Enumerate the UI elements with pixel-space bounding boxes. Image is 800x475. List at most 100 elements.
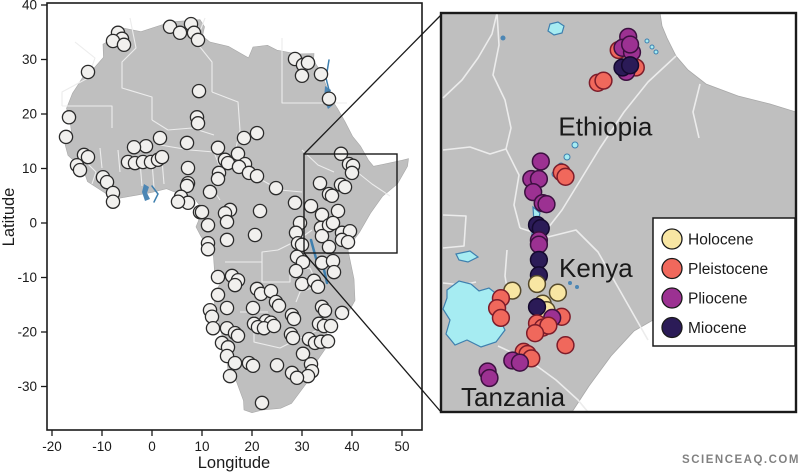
record-site-point: [254, 395, 270, 411]
country-border: [151, 119, 215, 136]
country-border: [492, 13, 512, 150]
country-border: [442, 13, 498, 99]
fossil-site-point-holocene: [527, 274, 547, 294]
inset-connector-line-top: [303, 14, 442, 155]
record-site-point: [190, 32, 206, 48]
record-site-point: [295, 346, 311, 362]
country-border: [505, 148, 521, 229]
record-site-point: [245, 300, 261, 316]
lake: [455, 250, 480, 263]
record-site-point: [61, 110, 77, 125]
record-site-point: [227, 277, 243, 293]
record-site-point: [303, 198, 319, 214]
record-site-point: [80, 64, 96, 80]
record-site-point: [287, 195, 303, 211]
record-site-point: [205, 320, 221, 336]
fossil-site-point-miocene: [527, 297, 547, 317]
country-border: [117, 149, 121, 173]
fossil-site-point-holocene: [548, 283, 568, 302]
x-tick-label: 0: [148, 439, 156, 454]
lake-dot: [653, 49, 659, 55]
lake-dot: [563, 153, 571, 161]
record-site-point: [326, 264, 342, 280]
x-axis-title: Longitude: [198, 454, 271, 472]
axis-ticks: -20 -10 0 10 20 30 40 50 40 30 20 10 0 -10 -20 -30: [17, 0, 409, 454]
legend-swatch-pleistocene: [661, 257, 683, 280]
lake: [442, 280, 506, 348]
y-tick-label: 10: [22, 161, 37, 176]
fossil-site-point-pliocene: [537, 195, 556, 214]
country-border: [301, 149, 335, 173]
fossil-site-point-pleistocene: [594, 71, 613, 90]
record-site-point: [230, 328, 246, 344]
record-site-point: [294, 276, 310, 292]
x-tick-label: 10: [194, 439, 209, 454]
record-site-point: [105, 194, 121, 209]
watermark: SCIENCEAQ.COM: [682, 454, 800, 466]
record-site-point: [321, 91, 337, 106]
lake-dot: [575, 285, 579, 289]
country-border: [442, 214, 467, 249]
lake-dot: [500, 35, 506, 41]
legend-swatch-miocene: [661, 316, 683, 339]
inset-map-layers: Ethiopia Kenya Tanzania: [441, 13, 796, 412]
record-site-point: [286, 311, 302, 327]
lake-dot: [568, 281, 572, 285]
y-axis-title: Latitude: [0, 188, 18, 247]
record-site-point: [210, 287, 226, 303]
record-site-point: [219, 300, 235, 316]
overview-map-frame: [46, 2, 423, 431]
record-site-point: [191, 83, 207, 99]
record-site-point: [247, 227, 263, 243]
record-site-point: [138, 138, 154, 154]
record-site-point: [222, 368, 238, 384]
record-site-point: [190, 116, 206, 131]
fossil-site-point-pliocene: [531, 152, 550, 171]
lake: [142, 184, 150, 201]
country-border: [692, 83, 701, 139]
record-site-point: [269, 357, 285, 373]
x-tick-label: 50: [394, 439, 409, 454]
lake-dot: [571, 141, 579, 149]
river: [151, 185, 159, 203]
record-site-point: [80, 149, 96, 165]
record-site-point: [116, 37, 132, 53]
country-border: [99, 147, 103, 169]
record-site-point: [249, 168, 265, 184]
record-site-point: [312, 175, 328, 191]
africa-overview-panel: -20 -10 0 10 20 30 40 50 40 30 20 10 0 -10 -20 -30 Long…: [0, 0, 423, 472]
legend-label-pleistocene: Pleistocene: [688, 261, 768, 278]
x-tick-label: -10: [92, 439, 112, 454]
record-site-point: [300, 55, 316, 71]
inset-map-panel: Ethiopia Kenya Tanzania Holocene Pleistocen…: [439, 11, 798, 414]
country-border: [547, 55, 677, 229]
record-site-point: [200, 217, 216, 233]
record-site-point: [179, 178, 195, 194]
country-border: [121, 17, 153, 120]
record-site-point: [180, 160, 196, 176]
legend-label-miocene: Miocene: [688, 320, 747, 337]
record-site-point: [99, 174, 115, 190]
record-site-point: [249, 125, 265, 141]
record-site-point: [337, 179, 353, 195]
record-site-point: [324, 188, 340, 204]
fossil-site-point-pliocene: [620, 35, 640, 54]
record-site-point: [200, 241, 216, 257]
inset-map-frame: [439, 11, 798, 414]
legend-label-holocene: Holocene: [688, 232, 754, 249]
record-site-point: [179, 135, 195, 151]
record-site-point: [210, 171, 226, 187]
record-site-point: [271, 298, 287, 314]
record-site-point: [126, 139, 142, 155]
legend: Holocene Pleistocene Pliocene Miocene: [652, 217, 796, 347]
record-site-point: [236, 130, 252, 146]
lake: [547, 21, 565, 36]
x-tick-label: -20: [42, 439, 62, 454]
fossil-site-point-miocene: [620, 56, 640, 75]
record-site-point: [152, 130, 168, 146]
record-site-point: [285, 330, 301, 346]
y-tick-label: -10: [17, 270, 37, 285]
y-tick-label: -20: [17, 325, 37, 340]
fossil-site-point-pliocene: [529, 235, 549, 254]
